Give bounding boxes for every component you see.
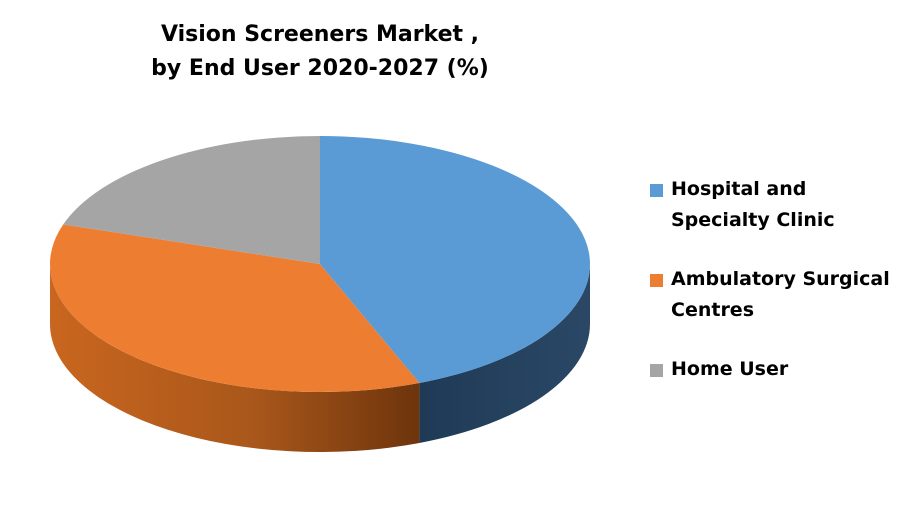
legend-item-home-user: Home User (650, 354, 900, 385)
pie-slice-hospital (320, 136, 590, 384)
pie-slice-home-user (63, 136, 320, 264)
legend-label-hospital-line2: Specialty Clinic (671, 209, 835, 231)
legend-label-ambulatory-line1: Ambulatory Surgical (671, 268, 890, 290)
pie-side-hospital (419, 264, 590, 444)
legend-swatch-ambulatory (650, 274, 663, 287)
pie-slice-ambulatory (49, 224, 420, 392)
pie-side-ambulatory (50, 264, 420, 452)
pie-side-walls (50, 264, 590, 452)
chart-title: Vision Screeners Market , by End User 20… (0, 18, 640, 86)
legend-label-ambulatory-line2: Centres (671, 299, 755, 321)
legend-swatch-hospital (650, 184, 663, 197)
legend: Hospital and Specialty Clinic Ambulatory… (650, 174, 900, 385)
legend-item-ambulatory: Ambulatory Surgical Centres (650, 264, 900, 326)
legend-item-hospital: Hospital and Specialty Clinic (650, 174, 900, 236)
chart-title-line2: by End User 2020-2027 (%) (151, 56, 489, 81)
chart-title-line1: Vision Screeners Market , (160, 22, 480, 47)
legend-swatch-home-user (650, 364, 663, 377)
pie-top-slices (49, 136, 590, 392)
legend-label-home-user-line1: Home User (671, 358, 789, 380)
legend-label-hospital-line1: Hospital and (671, 178, 807, 200)
